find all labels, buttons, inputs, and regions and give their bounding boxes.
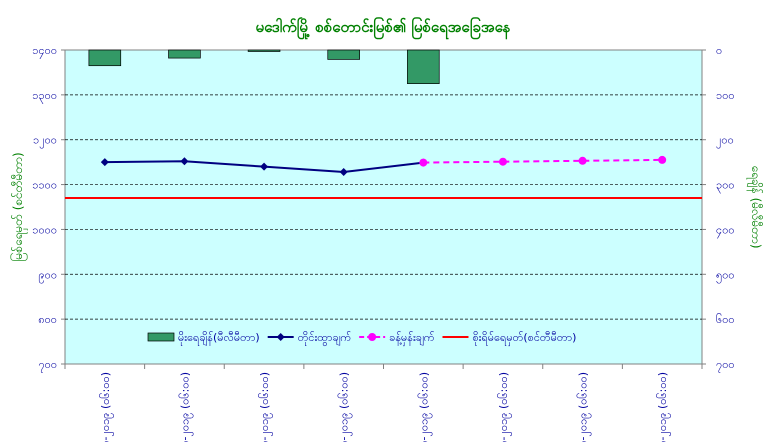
left-tick-label: ၇၀၀ [38,358,57,373]
left-tick-label: ၁၃၀၀ [32,89,57,104]
rain-bar [247,49,281,52]
left-tick-label: ၁၁၀၀ [32,179,57,192]
observed-point [180,157,189,166]
right-tick-label: ၆၀၀ [716,313,735,326]
observed-point [260,162,269,171]
y-axis-right-label: ရေချိန် (မီလီမီတာ) [746,165,764,248]
forecast-point [578,156,587,165]
x-tick-label: ၁၇-၇-၂၀၁၉ (၀၆:၀၀) [656,372,671,442]
y-axis-left-label: မြစ်ရေမှတ် (စင်တီမီတာ) [9,152,28,261]
rain-bar [327,49,360,60]
legend-label: ခန့်မှန်းချက် [389,331,435,346]
left-tick-label: ၉၀၀ [38,268,57,283]
right-tick-label: ၂၀၀ [716,134,734,149]
right-tick-label: ၄၀၀ [716,223,735,238]
x-tick-label: ၁၅-၇-၂၀၁၉ (၀၆:၀၀) [497,372,512,442]
left-tick-label: ၁၄၀၀ [32,44,57,59]
right-tick-label: ၃၀၀ [716,179,735,194]
left-tick-label: ၁၂၀၀ [33,134,57,149]
observed-point [339,168,348,177]
legend-label: တိုင်းထွာချက် [298,331,352,346]
left-tick-label: ၁၀၀၀ [32,223,57,236]
legend-marker [276,333,285,341]
right-tick-label: ၅၀၀ [716,268,735,283]
x-tick-label: ၁၄-၇-၂၀၁၉ (၀၆:၀၀) [417,372,432,442]
x-tick-label: ၁၆-၇-၂၀၁၉ (၀၆:၀၀) [577,372,592,442]
legend-swatch-rain [147,332,175,342]
right-tick-label: ၀ [716,44,722,57]
right-tick-label: ၁၀၀ [716,89,735,102]
x-tick-label: ၁၂-၇-၂၀၁၉ (၀၆:၀၀) [258,372,273,442]
rain-bar [168,49,201,59]
legend-label: မိုးရေချိန်(မီလီမီတာ) [178,331,260,346]
rain-bar [407,49,440,84]
plot-area [64,49,703,365]
left-tick-label: ၈၀၀ [38,313,57,326]
chart-title: မဒေါက်မြို့ စစ်တောင်းမြစ်၏ မြစ်ရေအခြေအနေ [256,16,511,40]
x-tick-label: ၁၀-၇-၂၀၁၉ (၀၆:၀၀) [99,372,114,442]
rain-bar [88,49,122,67]
legend-label: စိုးရိမ်ရေမှတ်(စင်တီမီတာ) [472,331,576,346]
forecast-point [498,157,507,166]
right-tick-label: ၇၀၀ [716,358,735,373]
forecast-point [419,158,428,167]
observed-point [100,158,109,167]
x-tick-label: ၁၃-၇-၂၀၁၉ (၀၆:၀၀) [338,372,353,442]
forecast-point [658,155,667,164]
legend-marker [368,333,377,341]
x-tick-label: ၁၁-၇-၂၀၁၉ (၀၆:၀၀) [178,372,193,442]
